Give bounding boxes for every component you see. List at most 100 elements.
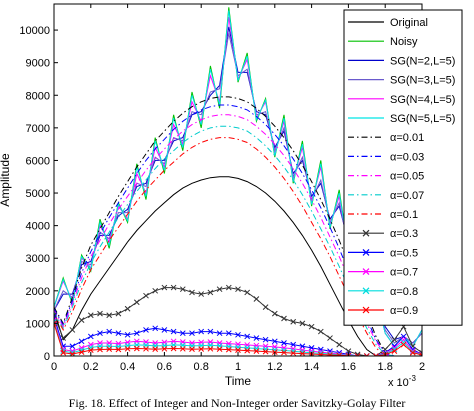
- legend-marker-11: [362, 229, 370, 237]
- series-marker-12-14: [179, 330, 186, 337]
- legend-label-14: α=0.8: [390, 286, 418, 298]
- legend-label-11: α=0.3: [390, 228, 418, 240]
- legend-label-9: α=0.07: [390, 190, 424, 202]
- series-marker-11-2: [69, 327, 76, 333]
- series-marker-15-35: [373, 353, 379, 356]
- legend-label-6: α=0.01: [390, 132, 424, 144]
- series-marker-15-21: [244, 347, 251, 354]
- series-marker-11-22: [253, 296, 260, 302]
- legend-label-10: α=0.1: [390, 209, 418, 221]
- x-tick-label: 0.8: [194, 361, 209, 373]
- series-marker-11-37: [391, 336, 398, 343]
- series-marker-15-39: [409, 349, 416, 356]
- series-marker-11-16: [198, 291, 205, 297]
- legend-label-3: SG(N=3,L=5): [390, 75, 455, 87]
- series-marker-11-6: [106, 312, 113, 319]
- legend-label-12: α=0.5: [390, 247, 418, 259]
- series-marker-12-24: [271, 338, 278, 345]
- series-marker-11-18: [216, 286, 223, 293]
- plot-lines: [54, 7, 422, 356]
- series-line-0: [54, 176, 422, 356]
- series-marker-12-17: [207, 328, 214, 335]
- series-marker-15-9: [133, 345, 140, 352]
- legend-label-0: Original: [390, 17, 428, 29]
- series-marker-12-20: [235, 331, 241, 338]
- series-marker-11-17: [207, 289, 214, 296]
- series-marker-14-2: [69, 349, 76, 356]
- series-marker-12-26: [290, 341, 297, 348]
- series-marker-15-5: [97, 346, 103, 353]
- series-marker-12-4: [87, 333, 94, 340]
- x-tick-label: 0.4: [120, 361, 135, 373]
- legend-label-4: SG(N=4,L=5): [390, 94, 455, 106]
- series-marker-15-22: [253, 348, 260, 354]
- series-marker-11-15: [189, 289, 195, 296]
- series-marker-11-20: [235, 286, 241, 293]
- series-marker-11-23: [262, 304, 269, 310]
- series-marker-11-24: [271, 310, 278, 317]
- series-marker-15-3: [78, 349, 85, 355]
- series-marker-15-15: [189, 346, 195, 353]
- y-tick-label: 1000: [26, 318, 50, 330]
- series-marker-11-8: [124, 305, 131, 312]
- series-marker-15-10: [143, 345, 149, 352]
- series-marker-15-30: [327, 352, 333, 356]
- series-marker-15-12: [161, 345, 168, 352]
- series-marker-15-7: [115, 346, 122, 353]
- series-marker-12-9: [133, 330, 140, 337]
- series-marker-12-3: [78, 338, 85, 345]
- y-tick-label: 2000: [26, 286, 50, 298]
- series-marker-11-26: [290, 318, 297, 325]
- x-axis-exponent-base: x 10: [388, 377, 409, 389]
- series-marker-12-7: [115, 330, 122, 337]
- x-tick-label: 0.2: [83, 361, 98, 373]
- series-marker-15-19: [225, 346, 232, 353]
- legend-box: [343, 9, 463, 326]
- chart: 0 0.2 0.4 0.6 0.8 1 1.2 1.4 1.6 1.8 2 0 1000 2000 3000…: [0, 3, 463, 389]
- series-marker-11-3: [78, 317, 85, 324]
- legend-marker-13: [362, 268, 370, 276]
- y-tick-label: 8000: [26, 90, 50, 102]
- legend-label-13: α=0.7: [390, 267, 418, 279]
- series-marker-12-18: [216, 330, 223, 337]
- y-tick-label: 6000: [26, 155, 50, 167]
- series-marker-11-21: [244, 289, 251, 296]
- legend-label-1: Noisy: [390, 36, 418, 48]
- y-tick-label: 5000: [26, 188, 50, 200]
- legend: Original Noisy SG(N=2,L=5) SG(N=3,L=5) SG(N=…: [343, 9, 463, 326]
- series-marker-15-20: [235, 347, 241, 353]
- series-marker-14-22: [253, 345, 260, 352]
- series-marker-12-23: [262, 336, 269, 343]
- legend-marker-15: [362, 306, 370, 314]
- series-marker-15-27: [299, 350, 306, 356]
- legend-label-5: SG(N=5,L=5): [390, 113, 455, 125]
- legend-marker-14: [362, 287, 370, 295]
- series-marker-12-19: [225, 330, 232, 337]
- series-marker-11-4: [87, 312, 94, 319]
- x-tick-label: 1.8: [378, 361, 393, 373]
- series-marker-11-9: [133, 299, 140, 306]
- series-marker-15-40: [419, 352, 422, 356]
- x-tick-label: 1.2: [267, 361, 282, 373]
- series-marker-11-12: [161, 284, 168, 291]
- series-marker-15-14: [179, 345, 186, 352]
- y-axis-label: Amplitude: [0, 153, 12, 207]
- series-marker-15-37: [391, 348, 398, 354]
- series-marker-15-29: [317, 351, 324, 356]
- series-marker-14-38: [400, 339, 407, 346]
- series-marker-12-10: [143, 327, 149, 333]
- series-marker-11-33: [354, 351, 361, 356]
- series-marker-11-13: [170, 284, 177, 291]
- x-tick-label: 0.6: [157, 361, 172, 373]
- legend-label-15: α=0.9: [390, 305, 418, 317]
- series-marker-15-11: [152, 346, 159, 353]
- series-marker-12-11: [152, 325, 159, 332]
- series-line-14: [54, 321, 422, 356]
- legend-label-2: SG(N=2,L=5): [390, 55, 455, 67]
- series-marker-12-6: [106, 328, 113, 335]
- series-marker-11-30: [327, 335, 333, 341]
- series-marker-15-17: [207, 345, 214, 352]
- series-marker-15-34: [363, 353, 370, 356]
- legend-marker-12: [362, 248, 370, 256]
- x-tick-label: 1.6: [341, 361, 356, 373]
